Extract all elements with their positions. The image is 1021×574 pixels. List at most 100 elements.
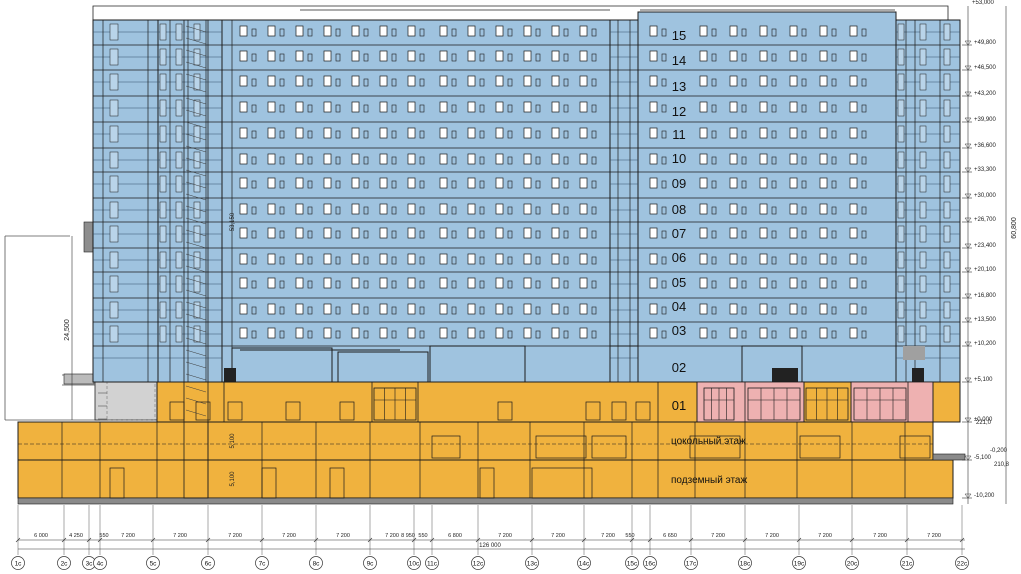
facade-window: [495, 253, 504, 265]
facade-vent: [419, 28, 425, 37]
elevation-triangle: [964, 143, 972, 149]
facade-vent: [741, 28, 747, 37]
facade-vent: [479, 280, 485, 289]
residential-facade: [92, 11, 961, 383]
facade-window: [495, 101, 504, 113]
stair-flight: [185, 349, 207, 357]
axis-label: 6c: [205, 561, 213, 568]
facade-vent: [251, 28, 257, 37]
facade-vent: [711, 230, 717, 239]
level-02-dark-panel: [772, 368, 798, 382]
facade-vent: [363, 28, 369, 37]
podium-glazing: [703, 387, 735, 421]
floor-slab-lines: [93, 20, 960, 382]
facade-vent: [741, 206, 747, 215]
facade-vent: [507, 104, 513, 113]
axis-label: 20c: [847, 561, 858, 568]
basement-opening: [689, 435, 741, 459]
stack-window: [193, 325, 201, 343]
facade-window: [295, 277, 304, 289]
facade-vent: [307, 306, 313, 315]
facade-window: [323, 177, 332, 189]
facade-vent: [801, 306, 807, 315]
facade-window: [267, 277, 276, 289]
stack-window: [193, 275, 201, 293]
axis-bubble-8c: 8c: [309, 556, 323, 570]
facade-vent: [535, 180, 541, 189]
stack-window: [943, 201, 951, 219]
facade-window: [351, 327, 360, 339]
axis-bubble-circle: [407, 556, 421, 570]
facade-vent: [771, 53, 777, 62]
stack-window: [159, 151, 167, 169]
facade-window: [295, 50, 304, 62]
basement-level-1: [17, 421, 934, 461]
facade-vent: [535, 53, 541, 62]
facade-vent: [563, 28, 569, 37]
facade-vent: [419, 280, 425, 289]
axis-bubble-circle: [845, 556, 859, 570]
elevation-triangle: [964, 267, 972, 273]
facade-vent: [251, 156, 257, 165]
facade-window: [439, 277, 448, 289]
facade-vent: [801, 156, 807, 165]
facade-window: [729, 177, 738, 189]
facade-window: [439, 25, 448, 37]
stack-window: [175, 151, 183, 169]
facade-window: [523, 153, 532, 165]
stack-window: [919, 125, 927, 143]
facade-vent: [391, 230, 397, 239]
facade-vent: [661, 28, 667, 37]
elevation-triangle: [964, 417, 972, 423]
stack-window: [943, 225, 951, 243]
facade-vent: [563, 306, 569, 315]
facade-vent: [363, 104, 369, 113]
stack-window: [109, 225, 119, 243]
facade-window: [351, 25, 360, 37]
stack-window: [175, 275, 183, 293]
facade-vent: [591, 206, 597, 215]
facade-vent: [711, 330, 717, 339]
podium-window: [611, 401, 627, 421]
facade-window: [239, 303, 248, 315]
facade-window: [649, 253, 658, 265]
stair-flight: [185, 241, 207, 249]
facade-vent: [711, 206, 717, 215]
facade-window: [239, 25, 248, 37]
stair-flight: [185, 157, 207, 165]
facade-window: [267, 253, 276, 265]
facade-window: [351, 203, 360, 215]
facade-window: [295, 75, 304, 87]
facade-window: [407, 127, 416, 139]
stack-window: [897, 48, 905, 66]
facade-window: [849, 327, 858, 339]
elevation-triangle: [964, 91, 972, 97]
facade-window: [579, 75, 588, 87]
facade-vent: [831, 180, 837, 189]
facade-vent: [507, 130, 513, 139]
facade-window: [523, 277, 532, 289]
stack-window: [159, 201, 167, 219]
grid-axis-bubbles: 1c 2c 3c 4c 5c 6c 7c 8c 9c 10c 11c 12c 13c 14c 15c 16c 1…: [11, 556, 969, 570]
stair-flight: [185, 337, 207, 345]
facade-window: [649, 227, 658, 239]
right-ground-strip: [932, 453, 966, 461]
facade-vent: [661, 130, 667, 139]
podium-window-frames: [18, 382, 934, 499]
dimension-tick: [904, 537, 910, 543]
stair-flight: [185, 277, 207, 285]
facade-window: [239, 203, 248, 215]
facade-vent: [335, 28, 341, 37]
facade-window: [407, 253, 416, 265]
stack-window: [919, 99, 927, 117]
facade-vent: [771, 156, 777, 165]
facade-window: [351, 277, 360, 289]
stack-window: [943, 151, 951, 169]
podium-glazing: [805, 387, 849, 421]
stack-window: [919, 251, 927, 269]
stack-window: [943, 175, 951, 193]
facade-vent: [391, 280, 397, 289]
facade-window: [439, 227, 448, 239]
facade-vent: [451, 53, 457, 62]
facade-window: [759, 75, 768, 87]
